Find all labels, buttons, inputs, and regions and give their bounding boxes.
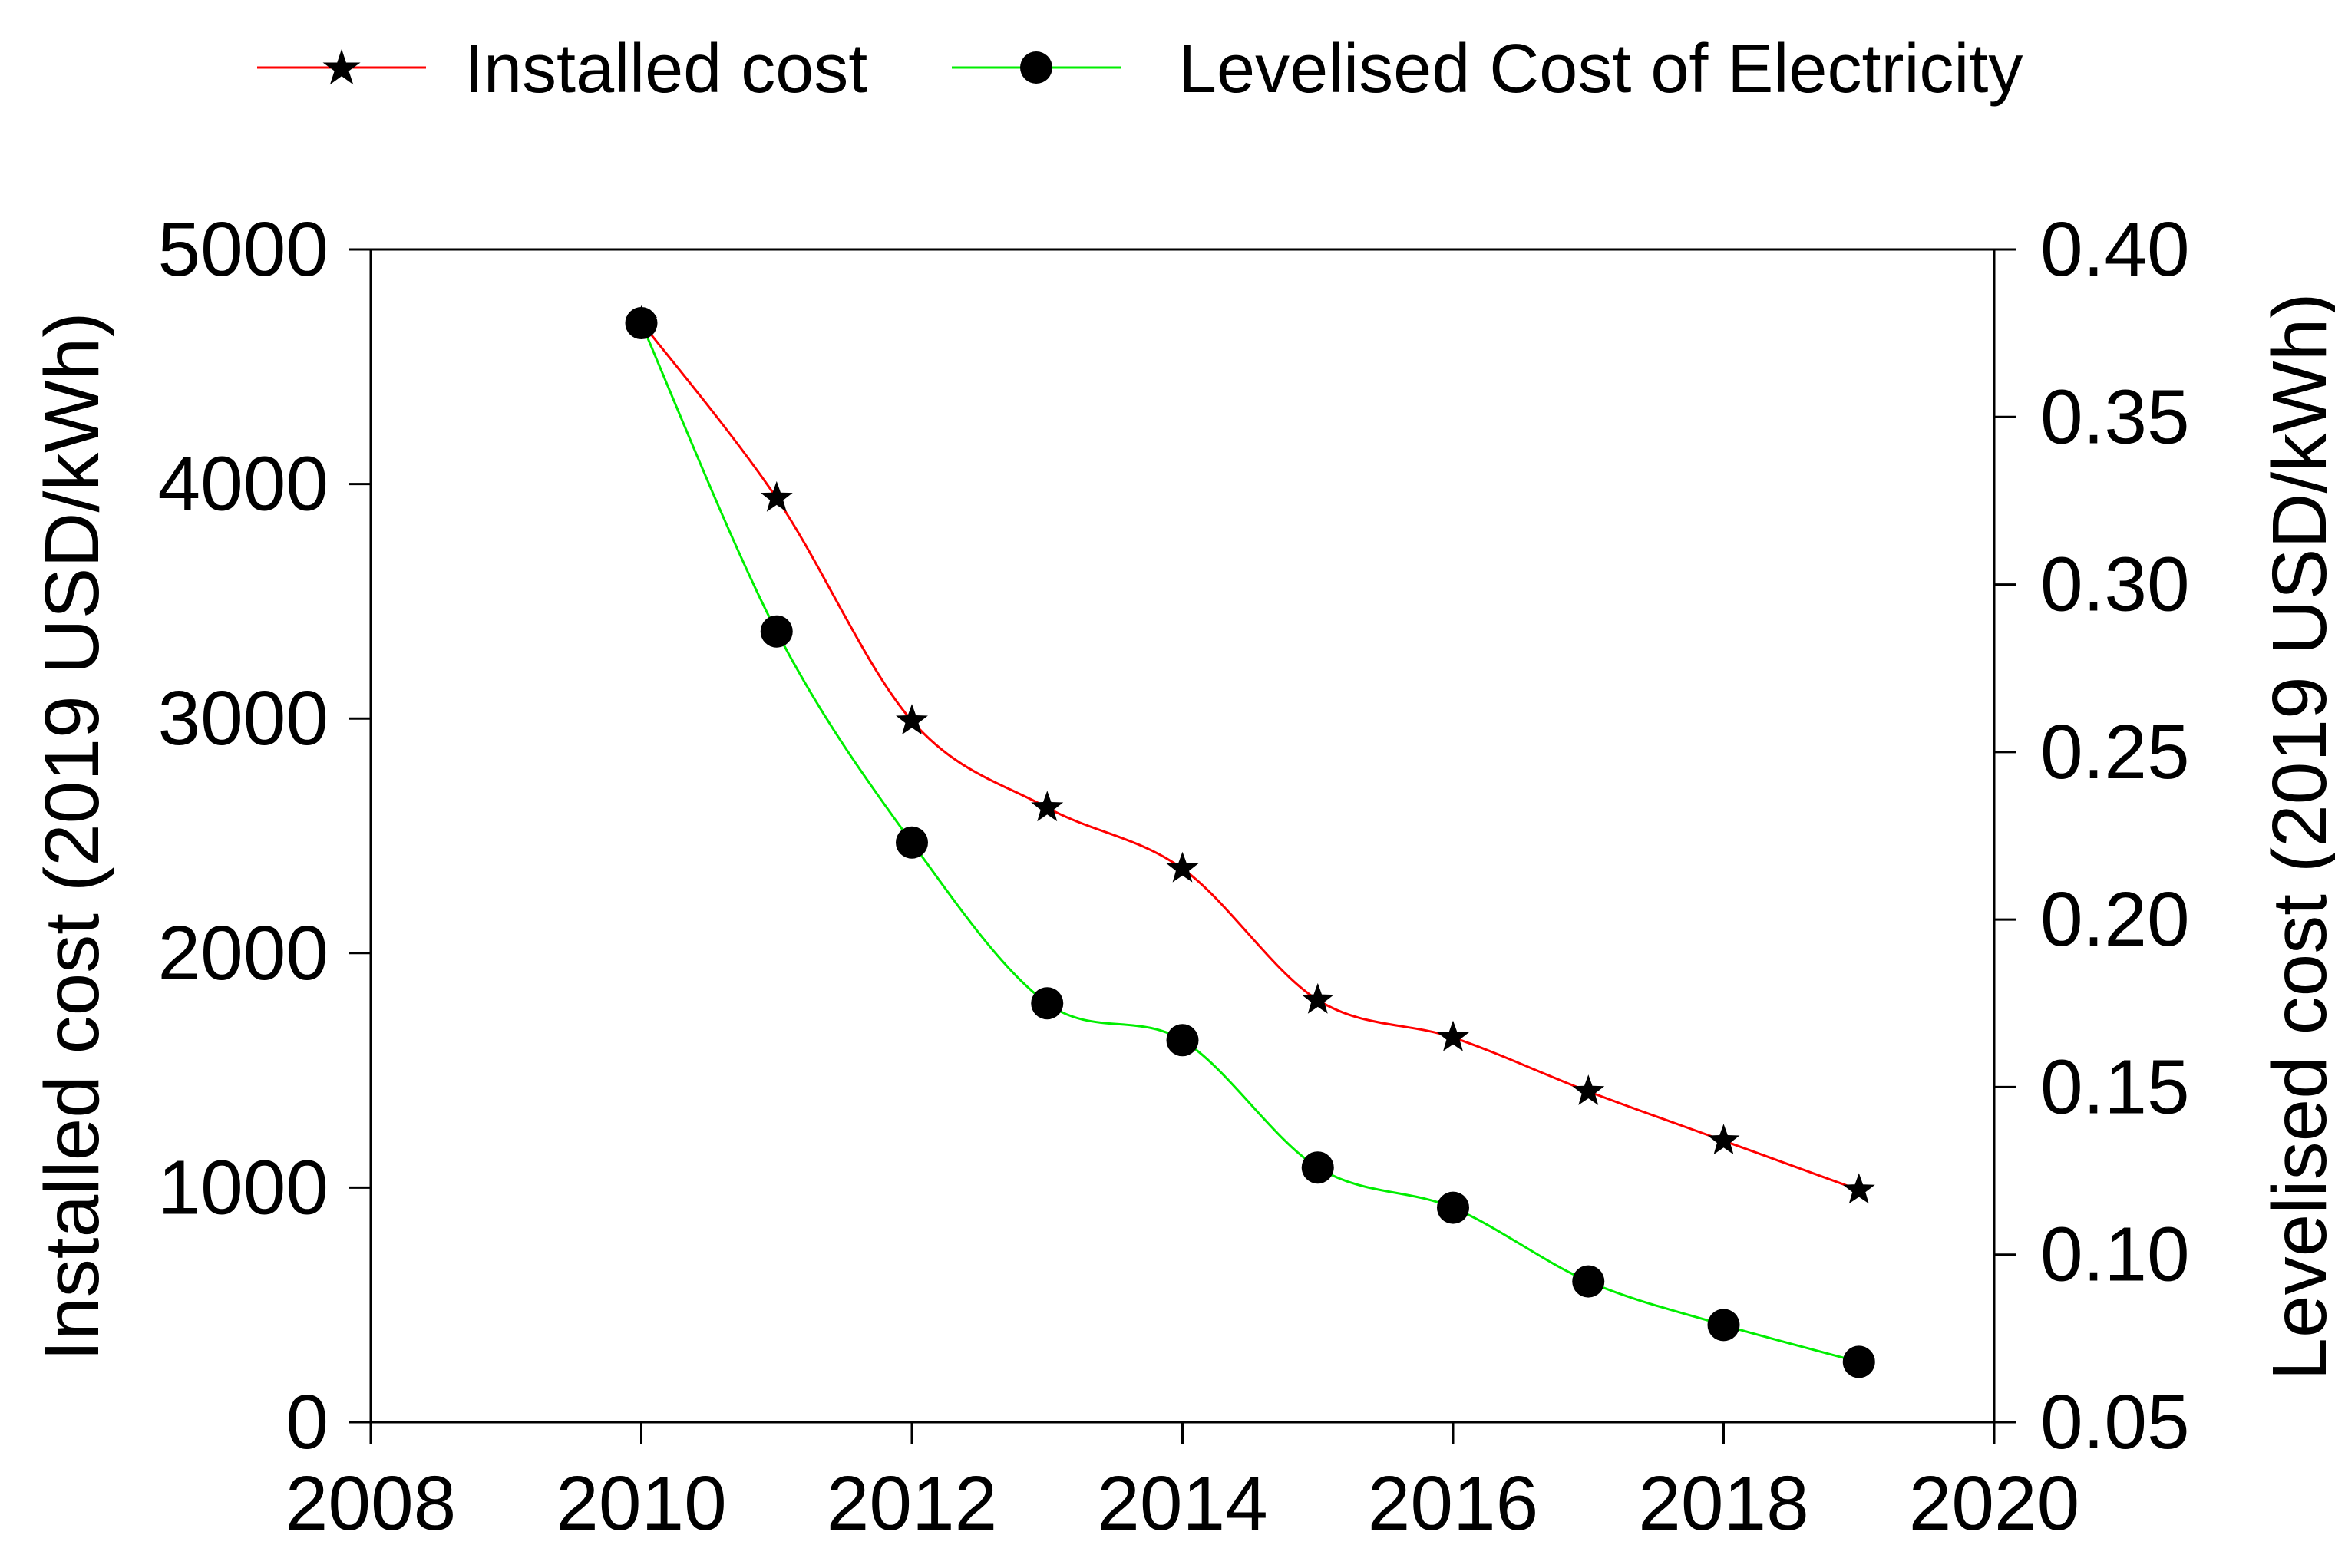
plot-area: 2008 2010 2012 2014 2016 2018 2020 0 1000 2000 300… <box>158 206 2190 1547</box>
legend-label-installed-cost: Installed cost <box>464 31 867 107</box>
x-tick-label-1: 2010 <box>556 1461 726 1547</box>
series-1-point-9 <box>1842 1345 1875 1378</box>
series-0-point-7 <box>1572 1074 1605 1105</box>
y-tick-label-1: 1000 <box>158 1144 329 1230</box>
series-1-point-4 <box>1166 1024 1199 1057</box>
series-0-point-3 <box>1031 791 1064 822</box>
y2-axis-title: Levelised cost (2019 USD/kWh) <box>2257 292 2335 1380</box>
series-line-0 <box>640 321 1860 1191</box>
x-tick-label-2: 2012 <box>827 1461 997 1547</box>
x-tick-label-0: 2008 <box>286 1461 456 1547</box>
plot-frame <box>369 248 1996 1424</box>
y-tick-label-3: 3000 <box>158 675 329 761</box>
y2-tick-label-0: 0.05 <box>2040 1379 2190 1465</box>
series-1-point-8 <box>1707 1309 1740 1342</box>
series-line-1 <box>640 322 1860 1363</box>
legend-marker-star-icon: ★ <box>319 40 363 95</box>
y2-tick-label-5: 0.30 <box>2040 542 2190 628</box>
series-0-point-8 <box>1707 1124 1740 1155</box>
series-1-point-1 <box>760 615 793 648</box>
series-0-point-6 <box>1437 1020 1469 1051</box>
y2-tick-label-3: 0.20 <box>2040 876 2190 962</box>
y2-tick-label-4: 0.25 <box>2040 709 2190 795</box>
y-tick-label-2: 2000 <box>158 910 329 996</box>
y-tick-label-5: 5000 <box>158 206 329 292</box>
series-0-point-4 <box>1166 851 1199 883</box>
y-tick-label-4: 4000 <box>158 441 329 527</box>
x-tick-label-5: 2018 <box>1638 1461 1808 1547</box>
series-0-point-5 <box>1301 982 1334 1014</box>
y2-tick-label-1: 0.10 <box>2040 1212 2190 1298</box>
x-tick-label-3: 2014 <box>1097 1461 1267 1547</box>
x-tick-label-4: 2016 <box>1368 1461 1538 1547</box>
y-axis-title: Installed cost (2019 USD/kWh) <box>29 312 115 1361</box>
y2-tick-label-6: 0.35 <box>2040 374 2190 460</box>
y2-tick-label-7: 0.40 <box>2040 206 2190 292</box>
legend-marker-circle-icon <box>1020 51 1052 84</box>
legend: ★ Installed cost Levelised Cost of Elect… <box>257 31 2023 107</box>
series-1-point-7 <box>1572 1265 1605 1298</box>
y-tick-label-0: 0 <box>286 1379 329 1465</box>
series-1-point-3 <box>1031 987 1064 1020</box>
y2-tick-label-2: 0.15 <box>2040 1044 2190 1130</box>
x-tick-label-6: 2020 <box>1909 1461 2079 1547</box>
series-0-point-2 <box>896 704 928 735</box>
series-1-point-2 <box>896 826 928 859</box>
series-0-point-1 <box>760 480 793 512</box>
series-1-point-6 <box>1437 1191 1469 1224</box>
series-1-point-0 <box>625 307 658 340</box>
series-1-point-5 <box>1301 1151 1334 1184</box>
legend-label-lcoe: Levelised Cost of Electricity <box>1178 31 2023 107</box>
series-0-point-9 <box>1842 1173 1875 1204</box>
